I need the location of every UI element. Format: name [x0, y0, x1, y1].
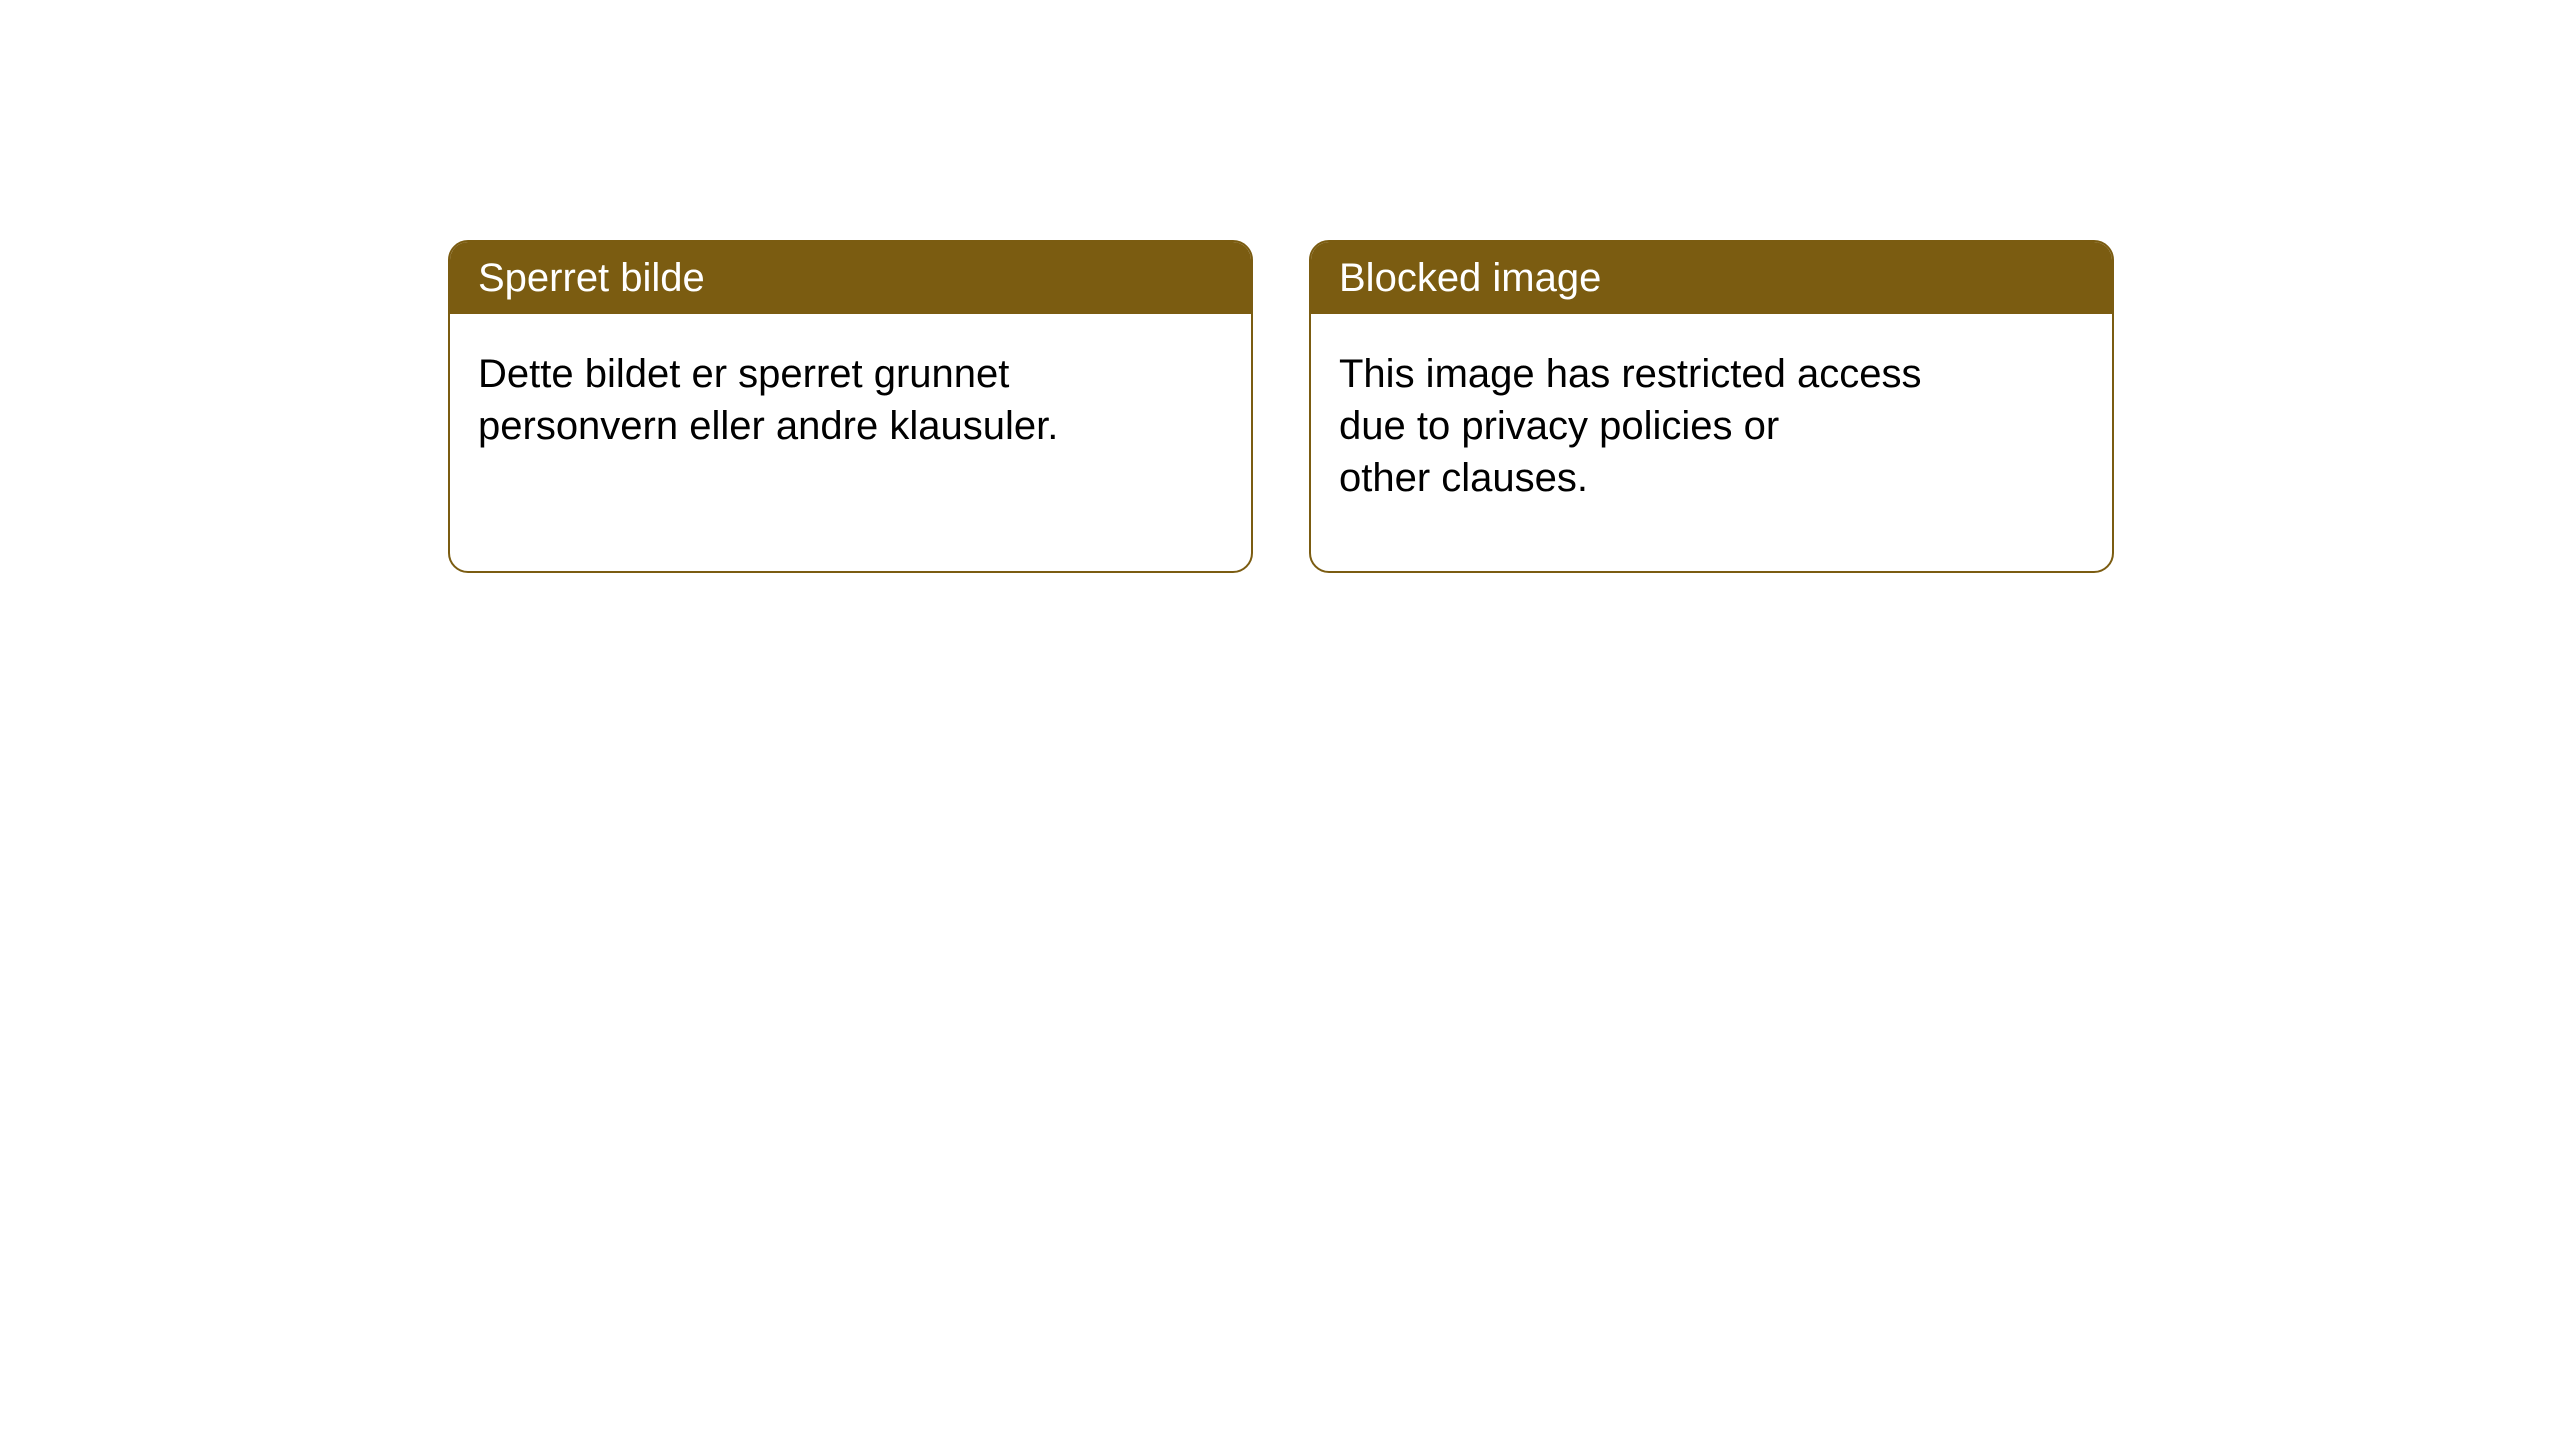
notice-body-english: This image has restricted access due to …: [1311, 314, 1991, 538]
notice-title-english: Blocked image: [1311, 242, 2112, 314]
notice-container: Sperret bilde Dette bildet er sperret gr…: [0, 0, 2560, 573]
notice-title-norwegian: Sperret bilde: [450, 242, 1251, 314]
notice-body-norwegian: Dette bildet er sperret grunnet personve…: [450, 314, 1130, 486]
notice-card-norwegian: Sperret bilde Dette bildet er sperret gr…: [448, 240, 1253, 573]
notice-card-english: Blocked image This image has restricted …: [1309, 240, 2114, 573]
